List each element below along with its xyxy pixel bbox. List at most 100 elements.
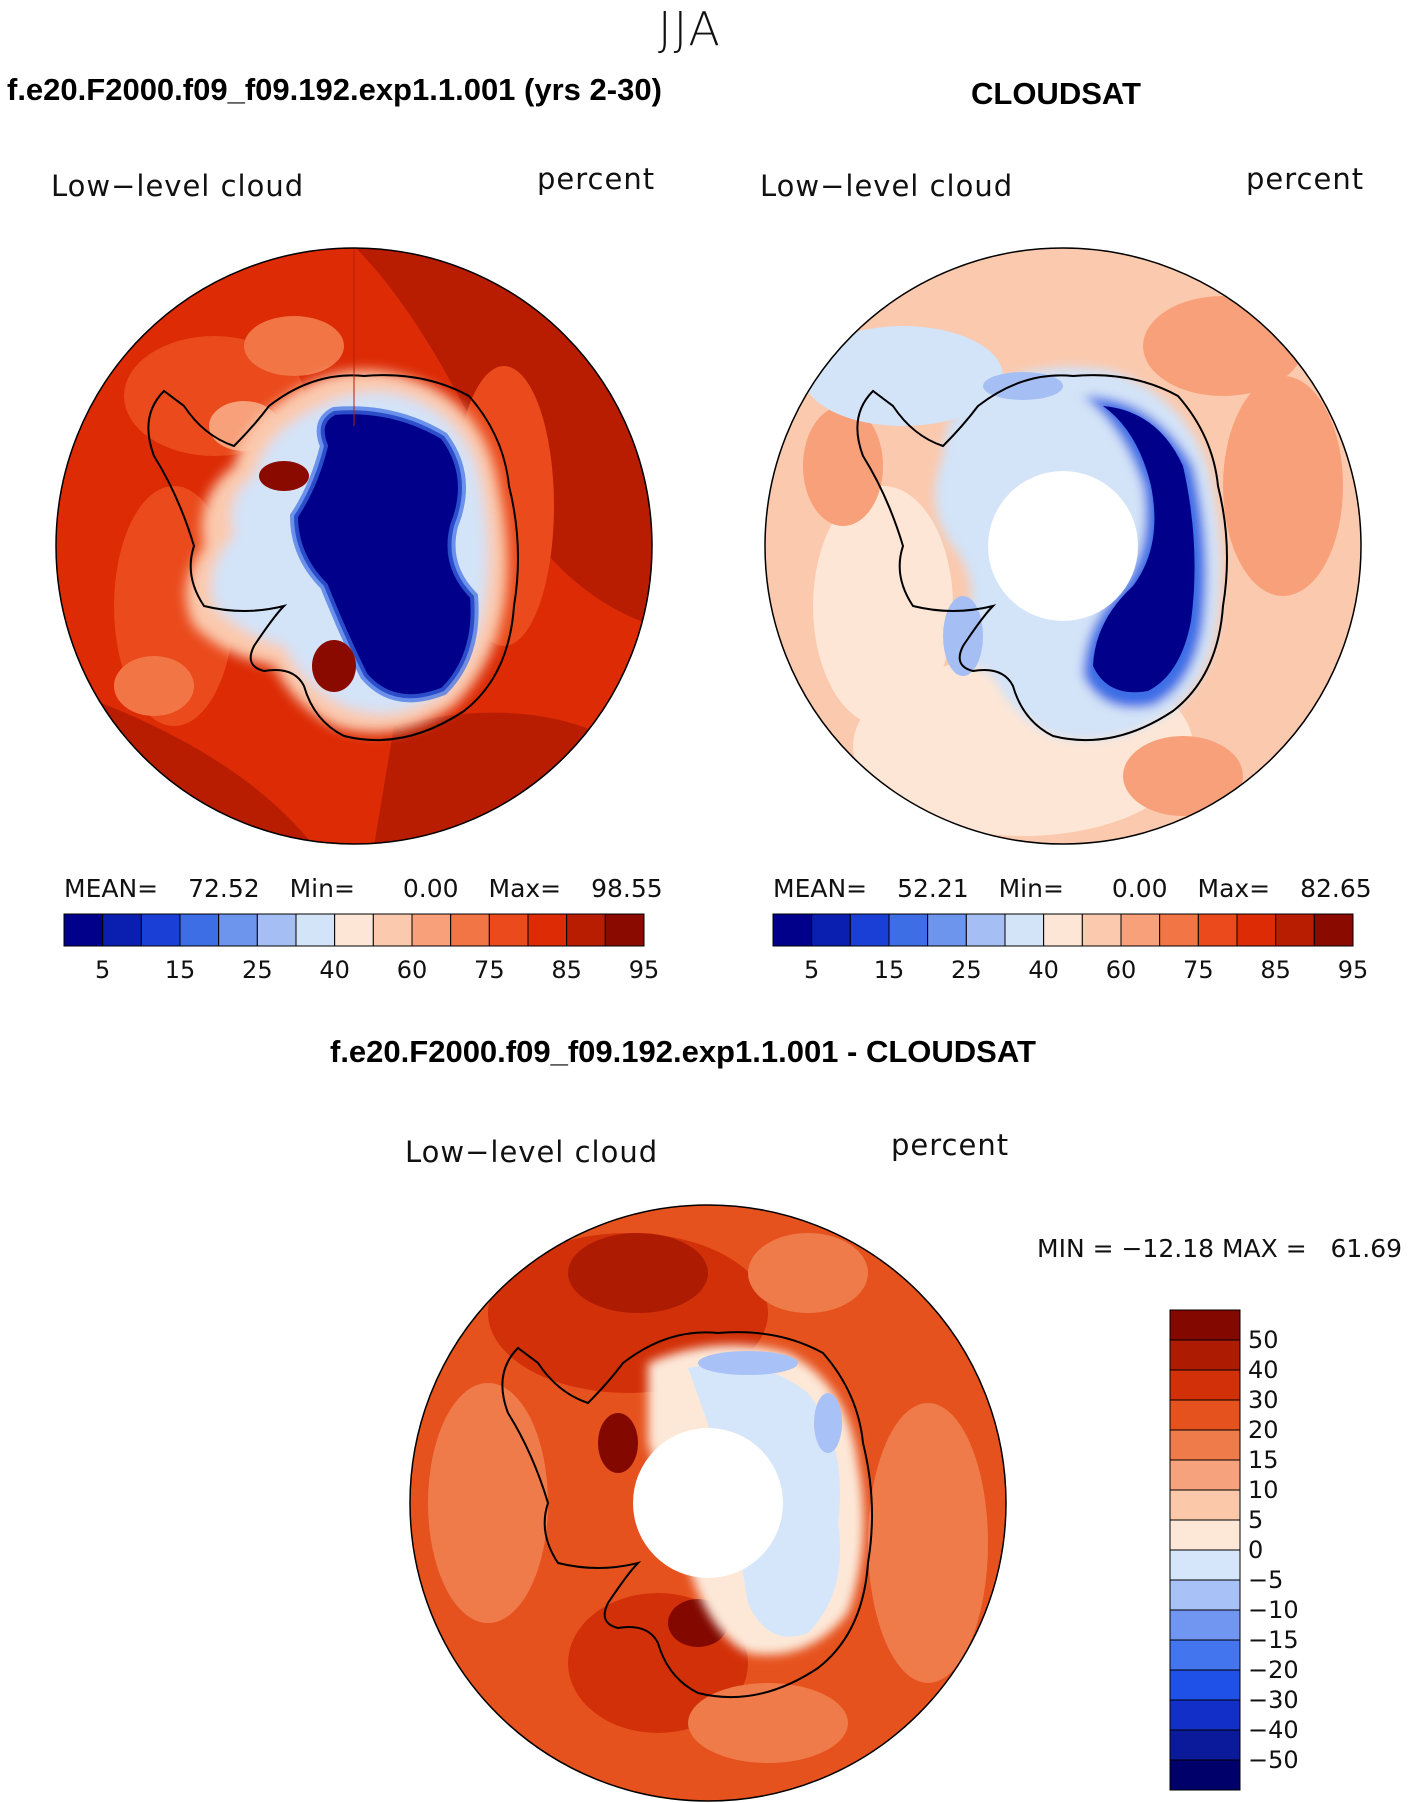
model-polar-map <box>55 247 653 845</box>
obs-swatch <box>1275 913 1315 947</box>
obs-swatch <box>1004 913 1045 947</box>
mean-label: MEAN= <box>64 874 159 903</box>
colorbar-tick-label: 15 <box>873 956 905 984</box>
diff-polar-map <box>409 1204 1007 1802</box>
panel-model-variable: Low−level cloud <box>51 169 305 203</box>
diff-swatch <box>1169 1369 1241 1401</box>
obs-swatch <box>1236 913 1277 947</box>
obs-swatch <box>1159 913 1199 947</box>
obs-swatch <box>965 913 1006 947</box>
model-swatch <box>566 913 606 947</box>
diff-swatch <box>1169 1639 1241 1671</box>
colorbar-tick-label: 50 <box>1248 1326 1279 1354</box>
colorbar-tick-label: 40 <box>1248 1356 1279 1384</box>
diff-swatch <box>1169 1519 1241 1551</box>
model-swatch <box>179 913 220 947</box>
mean-label: MEAN= <box>773 874 868 903</box>
mean-value: 72.52 <box>188 874 260 903</box>
max-label: Max= <box>488 874 562 903</box>
panel-diff-variable: Low−level cloud <box>405 1135 659 1169</box>
diff-swatch <box>1169 1579 1241 1611</box>
model-swatch <box>527 913 568 947</box>
diff-swatch <box>1169 1489 1241 1521</box>
obs-swatch <box>811 913 851 947</box>
diff-swatch <box>1169 1669 1241 1701</box>
colorbar-tick-label: 75 <box>474 956 505 984</box>
colorbar-tick-label: 25 <box>951 956 982 984</box>
obs-swatch <box>772 913 813 947</box>
obs-swatch <box>1081 913 1122 947</box>
colorbar-tick-label: 25 <box>242 956 273 984</box>
season-title: JJA <box>658 2 722 56</box>
colorbar-tick-label: −20 <box>1248 1656 1299 1684</box>
colorbar-tick-label: 30 <box>1248 1386 1279 1414</box>
obs-swatch <box>849 913 890 947</box>
colorbar-tick-label: 20 <box>1248 1416 1279 1444</box>
model-swatch <box>372 913 413 947</box>
model-colorbar <box>63 913 645 947</box>
colorbar-tick-label: 10 <box>1248 1476 1279 1504</box>
min-value: 0.00 <box>1111 874 1168 903</box>
colorbar-tick-label: −40 <box>1248 1716 1299 1744</box>
obs-swatch <box>1043 913 1083 947</box>
colorbar-tick-label: 85 <box>1260 956 1291 984</box>
obs-swatch <box>1313 913 1354 947</box>
max-value: 98.55 <box>591 874 663 903</box>
model-swatch <box>604 913 645 947</box>
colorbar-tick-label: 75 <box>1183 956 1214 984</box>
diff-swatch <box>1169 1429 1241 1461</box>
panel-model-stats: MEAN= 72.52 Min= 0.00 Max= 98.55 <box>64 874 663 903</box>
colorbar-tick-label: 85 <box>551 956 582 984</box>
min-label: Min= <box>289 874 355 903</box>
mean-value: 52.21 <box>897 874 969 903</box>
model-swatch <box>218 913 258 947</box>
colorbar-tick-label: 5 <box>804 956 820 984</box>
colorbar-tick-label: 40 <box>1028 956 1059 984</box>
diff-swatch <box>1169 1729 1241 1761</box>
panel-model-units: percent <box>537 162 656 196</box>
panel-model-title: f.e20.F2000.f09_f09.192.exp1.1.001 (yrs … <box>7 72 662 107</box>
model-swatch <box>140 913 181 947</box>
obs-swatch <box>927 913 967 947</box>
colorbar-tick-label: 95 <box>1337 956 1369 984</box>
model-swatch <box>63 913 104 947</box>
colorbar-tick-label: 0 <box>1248 1536 1264 1564</box>
diff-colorbar <box>1169 1309 1241 1791</box>
min-value: 0.00 <box>402 874 459 903</box>
colorbar-tick-label: −15 <box>1248 1626 1299 1654</box>
diff-swatch <box>1169 1339 1241 1371</box>
panel-obs-title: CLOUDSAT <box>971 76 1141 111</box>
diff-swatch <box>1169 1759 1241 1791</box>
diff-swatch <box>1169 1699 1241 1731</box>
colorbar-tick-label: −30 <box>1248 1686 1299 1714</box>
colorbar-tick-label: 95 <box>628 956 660 984</box>
model-swatch <box>256 913 297 947</box>
diff-swatch <box>1169 1399 1241 1431</box>
obs-colorbar <box>772 913 1354 947</box>
model-swatch <box>295 913 336 947</box>
model-swatch <box>450 913 490 947</box>
obs-swatch <box>1120 913 1161 947</box>
panel-obs-variable: Low−level cloud <box>760 169 1014 203</box>
colorbar-tick-label: −10 <box>1248 1596 1299 1624</box>
colorbar-tick-label: −5 <box>1248 1566 1284 1594</box>
panel-obs-units: percent <box>1246 162 1365 196</box>
panel-diff-title: f.e20.F2000.f09_f09.192.exp1.1.001 - CLO… <box>330 1034 1036 1069</box>
diff-swatch <box>1169 1609 1241 1641</box>
max-value: 82.65 <box>1300 874 1372 903</box>
panel-obs-stats: MEAN= 52.21 Min= 0.00 Max= 82.65 <box>773 874 1372 903</box>
obs-swatch <box>1197 913 1238 947</box>
model-swatch <box>411 913 452 947</box>
min-label: Min= <box>998 874 1064 903</box>
obs-swatch <box>888 913 929 947</box>
diff-swatch <box>1169 1549 1241 1581</box>
diff-swatch <box>1169 1459 1241 1491</box>
colorbar-tick-label: 60 <box>396 956 428 984</box>
colorbar-tick-label: 40 <box>319 956 350 984</box>
obs-polar-map <box>764 247 1362 845</box>
model-swatch <box>102 913 142 947</box>
colorbar-tick-label: 15 <box>164 956 196 984</box>
model-swatch <box>334 913 374 947</box>
panel-diff-stats: MIN = −12.18 MAX = 61.69 <box>1037 1234 1403 1263</box>
panel-diff-units: percent <box>891 1128 1010 1162</box>
